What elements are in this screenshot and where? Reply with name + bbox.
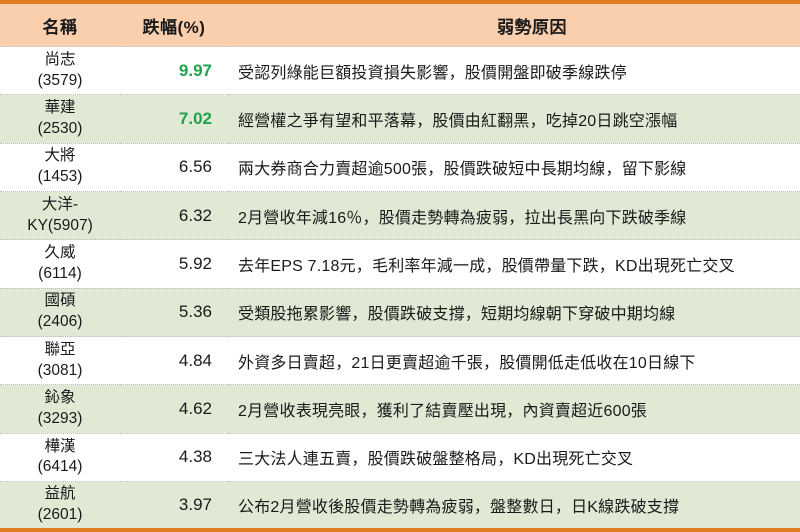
stock-code-text: (2601): [37, 506, 83, 524]
stock-name-text: 益航: [44, 485, 76, 503]
stock-code-text: (2530): [37, 120, 83, 138]
table-header: 名稱 跌幅(%) 弱勢原因: [0, 0, 800, 47]
stock-name-text: 國碩: [44, 292, 76, 310]
table-row: 聯亞 (3081) 4.84 外資多日賣超，21日更賣超逾千張，股價開低走低收在10日…: [0, 336, 800, 386]
column-header-reason: 弱勢原因: [228, 0, 800, 47]
cell-stock-name: 尚志 (3579): [0, 46, 120, 96]
cell-drop-percent: 7.02: [120, 94, 228, 144]
cell-reason: 受類股拖累影響，股價跌破支撐，短期均線朝下穿破中期均線: [228, 288, 800, 338]
table-row: 大將 (1453) 6.56 兩大券商合力賣超逾500張，股價跌破短中長期均線，留下影…: [0, 143, 800, 193]
cell-reason: 2月營收表現亮眼，獲利了結賣壓出現，內資賣超近600張: [228, 384, 800, 434]
stock-name-text: 華建: [44, 99, 76, 117]
cell-stock-name: 大將 (1453): [0, 143, 120, 193]
stock-name-text: 樺漢: [44, 437, 76, 455]
cell-drop-percent: 5.92: [120, 239, 228, 289]
stock-code-text: (3081): [37, 361, 83, 379]
table-row: 大洋- KY(5907) 6.32 2月營收年減16％，股價走勢轉為疲弱，拉出長黑向下…: [0, 191, 800, 241]
cell-stock-name: 樺漢 (6414): [0, 433, 120, 483]
cell-stock-name: 聯亞 (3081): [0, 336, 120, 386]
cell-drop-percent: 4.62: [120, 384, 228, 434]
table-row: 樺漢 (6414) 4.38 三大法人連五賣，股價跌破盤整格局，KD出現死亡交叉: [0, 433, 800, 483]
stock-code-text: (3293): [37, 410, 83, 428]
cell-reason: 2月營收年減16％，股價走勢轉為疲弱，拉出長黑向下跌破季線: [228, 191, 800, 241]
stock-code-text: (1453): [37, 168, 83, 186]
cell-reason: 三大法人連五賣，股價跌破盤整格局，KD出現死亡交叉: [228, 433, 800, 483]
stock-name-text: 大洋-: [41, 195, 79, 213]
cell-drop-percent: 4.84: [120, 336, 228, 386]
table-row: 久威 (6114) 5.92 去年EPS 7.18元，毛利率年減一成，股價帶量下跌，K…: [0, 239, 800, 289]
cell-stock-name: 久威 (6114): [0, 239, 120, 289]
stock-code-text: (6414): [37, 458, 83, 476]
stock-code-text: (2406): [37, 313, 83, 331]
cell-drop-percent: 6.56: [120, 143, 228, 193]
table-row: 鈊象 (3293) 4.62 2月營收表現亮眼，獲利了結賣壓出現，內資賣超近600張: [0, 384, 800, 434]
stock-name-text: 久威: [44, 244, 76, 262]
cell-reason: 公布2月營收後股價走勢轉為疲弱，盤整數日，日K線跌破支撐: [228, 481, 800, 532]
table-body: 尚志 (3579) 9.97 受認列綠能巨額投資損失影響，股價開盤即破季線跌停華建 (2…: [0, 46, 800, 532]
cell-reason: 外資多日賣超，21日更賣超逾千張，股價開低走低收在10日線下: [228, 336, 800, 386]
stock-name-text: 聯亞: [44, 340, 76, 358]
cell-reason: 去年EPS 7.18元，毛利率年減一成，股價帶量下跌，KD出現死亡交叉: [228, 239, 800, 289]
stock-name-text: 鈊象: [44, 389, 76, 407]
stock-code-text: (6114): [38, 265, 82, 283]
cell-reason: 兩大券商合力賣超逾500張，股價跌破短中長期均線，留下影線: [228, 143, 800, 193]
cell-stock-name: 大洋- KY(5907): [0, 191, 120, 241]
stock-code-text: (3579): [37, 71, 83, 89]
cell-stock-name: 華建 (2530): [0, 94, 120, 144]
stock-code-text: KY(5907): [27, 216, 93, 234]
table-row: 益航 (2601) 3.97 公布2月營收後股價走勢轉為疲弱，盤整數日，日K線跌破支撐: [0, 481, 800, 532]
table-row: 國碩 (2406) 5.36 受類股拖累影響，股價跌破支撐，短期均線朝下穿破中期均線: [0, 288, 800, 338]
cell-drop-percent: 9.97: [120, 46, 228, 96]
cell-reason: 經營權之爭有望和平落幕，股價由紅翻黑，吃掉20日跳空漲幅: [228, 94, 800, 144]
cell-drop-percent: 6.32: [120, 191, 228, 241]
cell-stock-name: 國碩 (2406): [0, 288, 120, 338]
cell-drop-percent: 4.38: [120, 433, 228, 483]
stock-name-text: 尚志: [44, 50, 76, 68]
cell-drop-percent: 5.36: [120, 288, 228, 338]
cell-reason: 受認列綠能巨額投資損失影響，股價開盤即破季線跌停: [228, 46, 800, 96]
cell-drop-percent: 3.97: [120, 481, 228, 532]
table-row: 尚志 (3579) 9.97 受認列綠能巨額投資損失影響，股價開盤即破季線跌停: [0, 46, 800, 96]
cell-stock-name: 益航 (2601): [0, 481, 120, 532]
cell-stock-name: 鈊象 (3293): [0, 384, 120, 434]
stock-name-text: 大將: [44, 147, 76, 165]
table-header-row: 名稱 跌幅(%) 弱勢原因: [0, 0, 800, 47]
column-header-drop: 跌幅(%): [120, 0, 228, 47]
column-header-name: 名稱: [0, 0, 120, 47]
table-row: 華建 (2530) 7.02 經營權之爭有望和平落幕，股價由紅翻黑，吃掉20日跳空漲幅: [0, 94, 800, 144]
